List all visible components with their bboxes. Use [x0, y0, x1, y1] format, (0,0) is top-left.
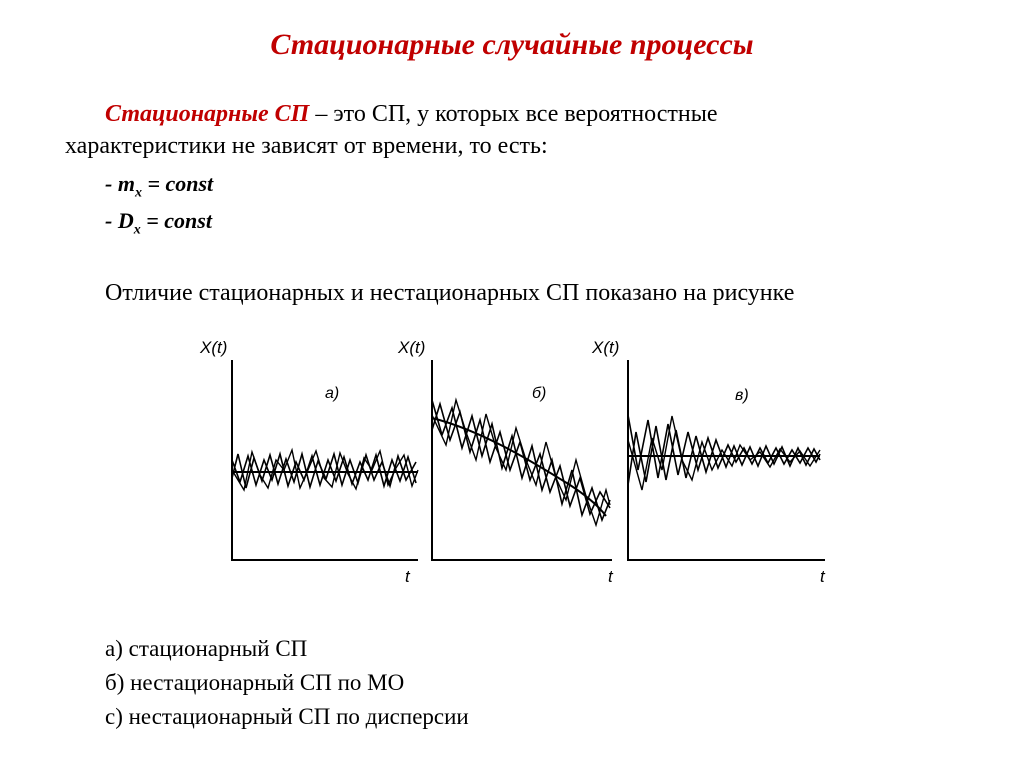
caption-c: с) нестационарный СП по дисперсии [105, 704, 469, 729]
panel-a-axes [231, 360, 418, 561]
formula-variance-sub: x [133, 222, 141, 238]
formula-mean-prefix: - m [105, 171, 135, 196]
definition-term: Стационарные СП [105, 101, 310, 127]
formula-variance-prefix: - D [105, 208, 134, 233]
formula-mean-sub: x [134, 185, 142, 201]
formula-mean: - mx = const [105, 171, 213, 201]
formula-variance: - Dx = const [105, 208, 212, 238]
formula-mean-suffix: = const [141, 171, 214, 196]
panel-c-ylabel: X(t) [591, 338, 619, 357]
panel-b-realization-1 [431, 399, 611, 523]
panel-a: X(t) t а) [199, 338, 419, 586]
definition-paragraph: Стационарные СП – это СП, у которых все … [65, 98, 963, 162]
panel-c-realization-1 [627, 414, 821, 479]
panel-b-axes [431, 360, 612, 561]
panel-a-xlabel: t [405, 567, 411, 586]
formula-variance-suffix: = const [140, 208, 212, 233]
panel-b-realization-2 [431, 401, 611, 517]
panel-b-tag: б) [532, 385, 546, 402]
definition-text: – это СП, у которых все вероятностные [309, 101, 718, 127]
process-figure: X(t) t а) X(t) t б) X(t) t в) [199, 338, 826, 586]
panel-b: X(t) t б) [397, 338, 614, 586]
panel-c-realization-3 [627, 415, 821, 491]
panel-b-ylabel: X(t) [397, 338, 425, 357]
difference-text: Отличие стационарных и нестационарных СП… [105, 280, 795, 306]
panel-c: X(t) t в) [591, 338, 826, 586]
panel-b-realization-3 [431, 397, 611, 528]
caption-list: а) стационарный СП б) нестационарный СП … [105, 632, 469, 734]
slide-title: Стационарные случайные процессы [270, 28, 754, 61]
panel-a-realization-3 [231, 447, 419, 492]
panel-c-xlabel: t [820, 567, 826, 586]
definition-line-2: характеристики не зависят от времени, то… [65, 133, 548, 159]
caption-a: а) стационарный СП [105, 636, 308, 661]
panel-b-xlabel: t [608, 567, 614, 586]
definition-line-1: Стационарные СП – это СП, у которых все … [65, 98, 963, 130]
panel-c-tag: в) [735, 387, 749, 404]
panel-c-axes [627, 360, 825, 561]
caption-b: б) нестационарный СП по МО [105, 670, 405, 695]
panel-a-tag: а) [325, 385, 339, 402]
panel-a-ylabel: X(t) [199, 338, 227, 357]
panel-a-realization-1 [231, 451, 417, 489]
